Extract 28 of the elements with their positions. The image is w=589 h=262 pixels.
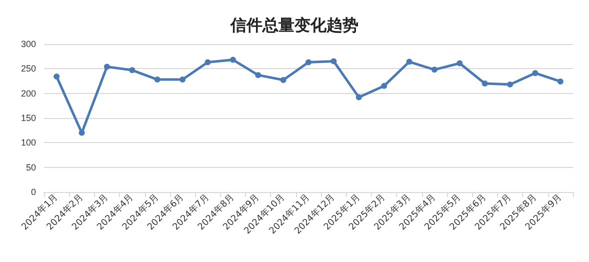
y-tick-label: 50 (26, 162, 36, 172)
y-tick-label: 100 (20, 138, 36, 148)
chart-title: 信件总量变化趋势 (230, 16, 358, 34)
y-tick-label: 0 (30, 187, 36, 197)
point (356, 94, 362, 100)
point (129, 67, 136, 74)
point (104, 64, 110, 70)
point (180, 76, 186, 83)
point (532, 70, 538, 76)
y-tick-label: 250 (20, 64, 36, 74)
point (306, 59, 312, 66)
point (204, 59, 211, 66)
point (431, 66, 438, 73)
point (456, 60, 463, 66)
y-tick-label: 200 (20, 88, 36, 98)
point (280, 77, 286, 84)
point (507, 81, 514, 88)
point (255, 72, 262, 78)
point (330, 58, 337, 64)
point (54, 74, 60, 80)
y-tick-label: 300 (20, 39, 36, 49)
point (154, 76, 160, 83)
point (381, 82, 388, 89)
point (557, 78, 564, 84)
point (230, 56, 236, 63)
point (406, 58, 412, 65)
y-tick-label: 150 (20, 113, 36, 123)
point (482, 80, 488, 86)
